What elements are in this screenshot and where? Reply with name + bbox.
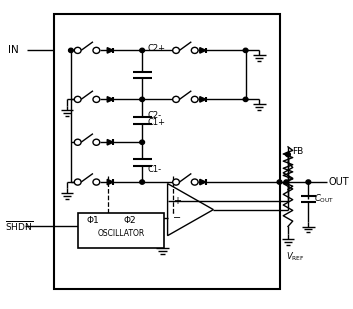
Polygon shape (200, 48, 206, 53)
Circle shape (74, 179, 81, 185)
Circle shape (191, 96, 198, 103)
Circle shape (140, 97, 144, 102)
Polygon shape (200, 97, 206, 102)
Text: Φ2: Φ2 (124, 216, 137, 225)
Polygon shape (107, 139, 113, 145)
Circle shape (93, 179, 100, 185)
Circle shape (173, 47, 179, 53)
Text: OUT: OUT (329, 177, 349, 187)
Circle shape (93, 139, 100, 145)
Bar (78, 213, 164, 248)
Circle shape (74, 96, 81, 103)
Circle shape (140, 140, 144, 144)
Circle shape (243, 97, 248, 102)
Text: IN: IN (8, 45, 19, 55)
Text: FB: FB (292, 147, 303, 156)
Text: C2-: C2- (147, 111, 161, 120)
Polygon shape (107, 97, 113, 102)
Circle shape (173, 179, 179, 185)
Circle shape (93, 47, 100, 53)
Text: $C_{\rm OUT}$: $C_{\rm OUT}$ (315, 193, 335, 205)
Polygon shape (107, 179, 113, 185)
Circle shape (140, 180, 144, 184)
Text: C1-: C1- (147, 165, 161, 174)
Circle shape (306, 180, 311, 184)
Text: +: + (173, 196, 181, 206)
Circle shape (243, 48, 248, 53)
Polygon shape (107, 48, 113, 53)
Text: −: − (173, 213, 181, 223)
Text: $\overline{\rm SHDN}$: $\overline{\rm SHDN}$ (5, 219, 33, 233)
Text: Φ1: Φ1 (86, 216, 99, 225)
Circle shape (191, 179, 198, 185)
Circle shape (286, 152, 291, 157)
Circle shape (93, 96, 100, 103)
Circle shape (74, 139, 81, 145)
Text: C2+: C2+ (147, 44, 165, 53)
Text: C1+: C1+ (147, 118, 165, 127)
Circle shape (140, 48, 144, 53)
Bar (54, 14, 280, 289)
Text: OSCILLATOR: OSCILLATOR (97, 229, 145, 238)
Text: $V_{\rm REF}$: $V_{\rm REF}$ (286, 251, 305, 264)
Circle shape (173, 96, 179, 103)
Polygon shape (200, 179, 206, 185)
Circle shape (68, 48, 73, 53)
Circle shape (284, 180, 289, 184)
Circle shape (74, 47, 81, 53)
Circle shape (277, 180, 282, 184)
Circle shape (191, 47, 198, 53)
